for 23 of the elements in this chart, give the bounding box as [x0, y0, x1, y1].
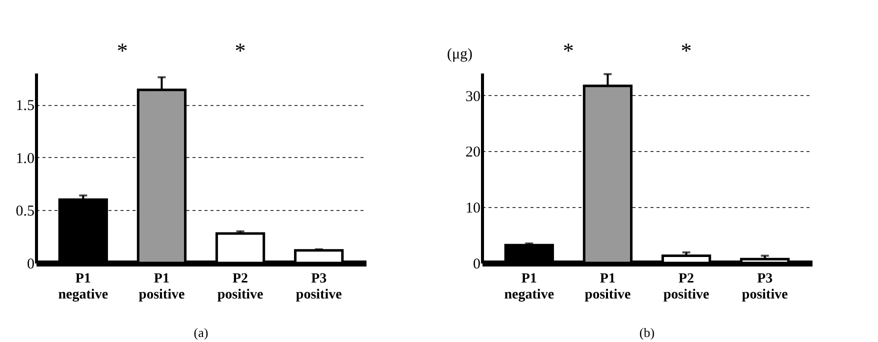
x-tick-label: P3 positive	[296, 272, 342, 302]
y-axis-title: (μg)	[446, 46, 472, 62]
y-tick-label: 20	[466, 144, 480, 161]
text: *	[234, 38, 246, 63]
text: (a)	[194, 325, 208, 340]
text: *	[116, 38, 128, 63]
y-tick-label: 0	[473, 256, 480, 272]
text: *	[562, 38, 574, 63]
x-tick-label: P1 negative	[58, 272, 108, 302]
text: *	[680, 38, 692, 63]
x-tick-label: P2 positive	[217, 272, 264, 302]
x-tick-label: P2 positive	[663, 272, 710, 302]
y-tick-label: 1.5	[16, 98, 34, 114]
y-tick-label: 0.5	[16, 204, 34, 220]
x-tick-label: P1 negative	[504, 272, 554, 302]
x-tick-label: P3 positive	[742, 272, 788, 302]
y-tick-label: 30	[466, 88, 480, 105]
y-tick-label: 10	[466, 200, 480, 217]
x-tick-label: P1 positive	[138, 272, 185, 302]
text: (b)	[639, 325, 655, 340]
y-tick-label: 0	[27, 256, 34, 272]
y-tick-label: 1.0	[16, 150, 34, 167]
x-tick-label: P1 positive	[584, 272, 631, 302]
